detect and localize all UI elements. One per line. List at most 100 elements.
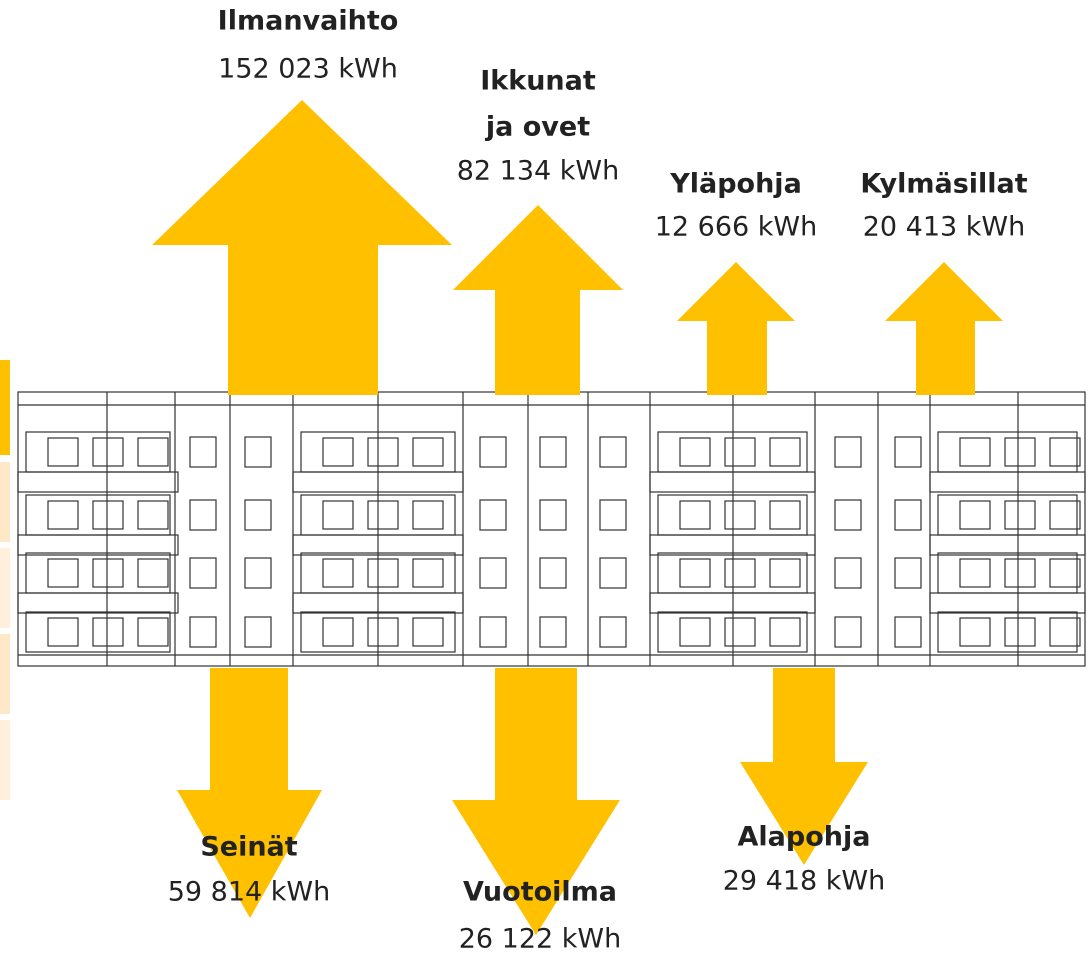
- facade-line: [1004, 500, 1036, 530]
- facade-line: [539, 616, 567, 648]
- facade-line: [25, 611, 171, 653]
- value: 20 413 kWh: [863, 212, 1026, 243]
- facade-line: [322, 437, 354, 467]
- facade-line: [834, 499, 862, 531]
- facade-line: [1004, 617, 1036, 647]
- facade-line: [599, 436, 627, 468]
- facade-line: [244, 499, 272, 531]
- arrows: [152, 100, 1003, 935]
- arrow-down: [740, 668, 868, 865]
- facade-line: [649, 534, 816, 556]
- label: Seinät: [200, 832, 297, 863]
- facade-line: [322, 500, 354, 530]
- facade-line: [244, 436, 272, 468]
- label: Kylmäsillat: [860, 169, 1027, 200]
- value: 12 666 kWh: [655, 212, 818, 243]
- value: 59 814 kWh: [168, 877, 331, 908]
- side-bar: [0, 548, 10, 628]
- facade-line: [894, 616, 922, 648]
- facade-line: [834, 436, 862, 468]
- facade-line: [92, 500, 124, 530]
- facade-line: [599, 499, 627, 531]
- facade-line: [894, 557, 922, 589]
- label: Vuotoilma: [463, 877, 617, 908]
- facade-line: [189, 616, 217, 648]
- label: Yläpohja: [669, 169, 802, 200]
- facade-line: [1049, 500, 1081, 530]
- facade-line: [657, 611, 808, 653]
- side-bar: [0, 360, 10, 455]
- value: 26 122 kWh: [459, 924, 622, 955]
- facade-line: [244, 616, 272, 648]
- facade-line: [47, 437, 79, 467]
- facade-line: [292, 471, 464, 493]
- arrow-down: [452, 668, 620, 935]
- facade-line: [929, 534, 1086, 556]
- facade-line: [412, 617, 444, 647]
- facade-line: [1049, 558, 1081, 588]
- facade-line: [724, 558, 756, 588]
- label: ja ovet: [485, 112, 590, 143]
- facade-line: [1004, 558, 1036, 588]
- value: 29 418 kWh: [723, 866, 886, 897]
- facade-line: [292, 592, 464, 614]
- facade-line: [937, 611, 1078, 653]
- facade-line: [1049, 437, 1081, 467]
- facade-line: [322, 558, 354, 588]
- facade-line: [137, 437, 169, 467]
- facade-line: [1049, 617, 1081, 647]
- facade-line: [1004, 437, 1036, 467]
- facade-line: [539, 436, 567, 468]
- facade-line: [724, 617, 756, 647]
- facade-line: [894, 436, 922, 468]
- facade-line: [189, 499, 217, 531]
- facade-line: [292, 534, 464, 556]
- facade-line: [367, 617, 399, 647]
- facade-line: [959, 558, 991, 588]
- facade-line: [679, 437, 711, 467]
- facade-line: [539, 499, 567, 531]
- label: Ikkunat: [480, 66, 596, 97]
- facade-line: [959, 617, 991, 647]
- arrow-up: [453, 205, 623, 395]
- facade-line: [137, 617, 169, 647]
- facade-line: [412, 500, 444, 530]
- value: 82 134 kWh: [457, 156, 620, 187]
- side-bar: [0, 634, 10, 714]
- facade-line: [92, 617, 124, 647]
- arrow-up: [677, 262, 795, 395]
- facade-line: [679, 500, 711, 530]
- facade-line: [479, 616, 507, 648]
- facade-line: [47, 558, 79, 588]
- facade-line: [244, 557, 272, 589]
- facade-line: [92, 558, 124, 588]
- facade-line: [724, 437, 756, 467]
- facade-line: [929, 592, 1086, 614]
- building-facade: [17, 391, 1086, 667]
- label: Ilmanvaihto: [218, 6, 399, 37]
- facade-line: [834, 616, 862, 648]
- facade-line: [679, 617, 711, 647]
- arrow-up: [885, 262, 1003, 395]
- facade-line: [137, 500, 169, 530]
- value: 152 023 kWh: [218, 54, 398, 85]
- side-bar: [0, 462, 10, 542]
- facade-line: [47, 617, 79, 647]
- facade-line: [599, 557, 627, 589]
- facade-line: [599, 616, 627, 648]
- facade-line: [769, 437, 801, 467]
- facade-line: [47, 500, 79, 530]
- facade-line: [649, 592, 816, 614]
- facade-line: [539, 557, 567, 589]
- facade-line: [834, 557, 862, 589]
- facade-line: [367, 500, 399, 530]
- facade-line: [17, 471, 179, 493]
- facade-line: [92, 437, 124, 467]
- facade-line: [412, 558, 444, 588]
- facade-line: [17, 534, 179, 556]
- side-bar: [0, 720, 10, 800]
- facade-line: [17, 391, 1086, 667]
- facade-line: [479, 557, 507, 589]
